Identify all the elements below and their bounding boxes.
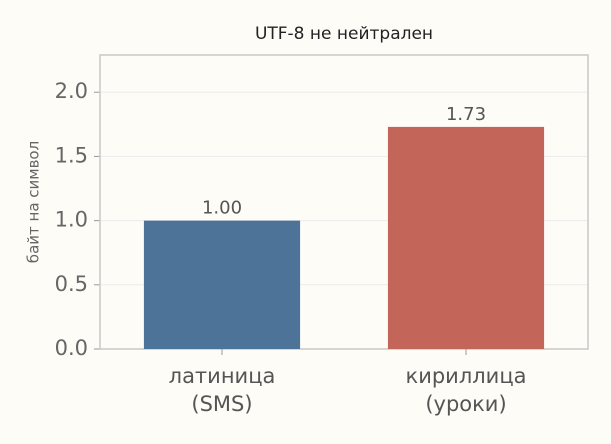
x-tick-label: кириллица (уроки) [406, 364, 527, 416]
y-tick-label: 2.0 [55, 79, 88, 103]
y-tick-label: 1.0 [55, 208, 88, 232]
x-tick-label: латиница (SMS) [169, 364, 276, 416]
value-label: 1.73 [446, 104, 486, 125]
value-label: 1.00 [202, 198, 242, 219]
x-tick-label-line: (уроки) [425, 392, 506, 416]
chart-title: UTF-8 не нейтрален [255, 24, 433, 44]
y-axis-label: байт на символ [25, 141, 43, 263]
y-tick-label: 0.0 [55, 336, 88, 360]
y-tick-label: 1.5 [55, 143, 88, 167]
y-tick-label: 0.5 [55, 272, 88, 296]
x-tick-label-line: кириллица [406, 364, 527, 388]
bar [387, 126, 545, 349]
x-tick-label-line: (SMS) [191, 392, 252, 416]
plot-frame [99, 54, 589, 350]
x-tick-label-line: латиница [169, 364, 276, 388]
bar [143, 220, 301, 349]
